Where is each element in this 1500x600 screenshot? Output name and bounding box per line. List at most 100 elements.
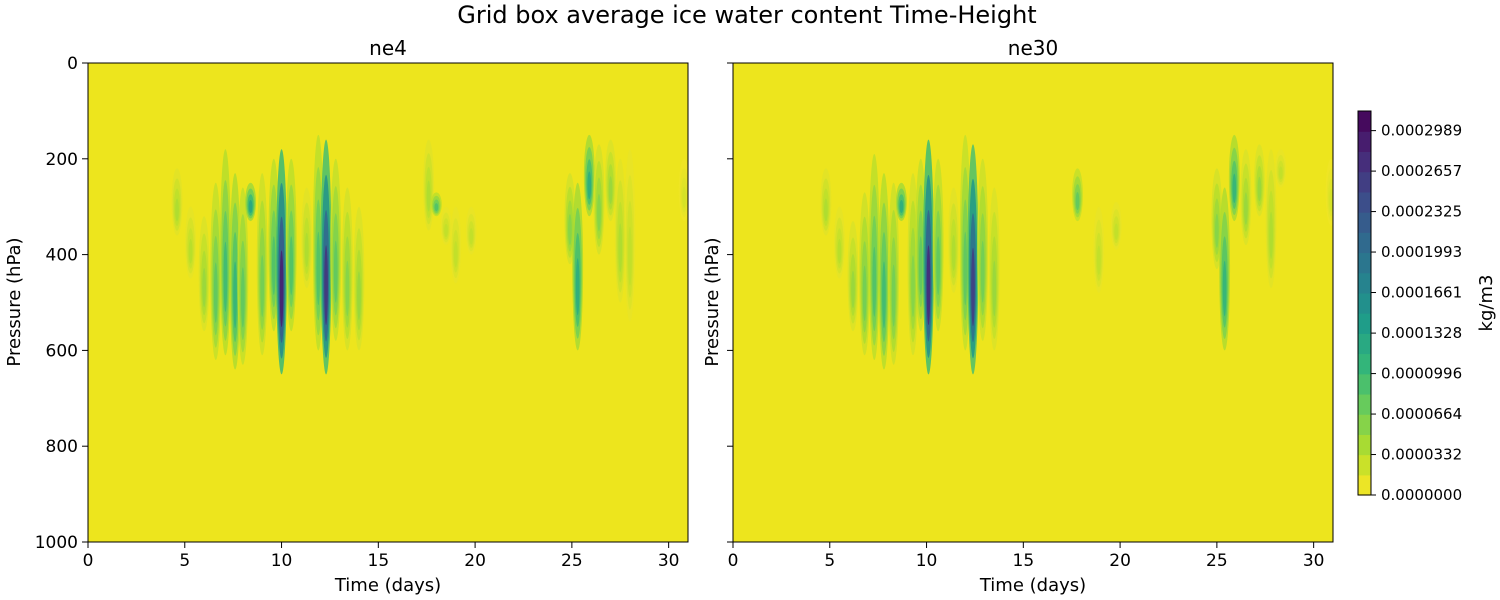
y-axis-ticks-ne4: 0 200 400 600 800 1000 [35,54,88,553]
heatmap-cell-ne4-17-3 [357,271,361,321]
colorbar-tick-label: 0.0001993 [1381,243,1462,261]
heatmap-cell-ne30-22-3 [1232,173,1237,203]
colorbar-tick-label: 0.0000664 [1381,405,1462,423]
heatmap-cell-ne4-23-3 [568,214,572,246]
heatmap-cell-ne30-20-3 [1215,213,1219,248]
colorbar-band [1358,232,1371,254]
chart-title: Grid box average ice water content Time-… [457,1,1036,29]
colorbar-band [1358,252,1371,274]
heatmap-cell-ne4-10-3 [279,250,284,328]
heatmap-cell-ne4-21-3 [453,241,458,268]
y-tick-label: 800 [46,437,78,457]
heatmap-cell-ne30-23-3 [1244,192,1248,225]
colorbar-label: kg/m3 [1476,275,1497,332]
colorbar-band [1358,313,1371,334]
colorbar-band [1358,373,1371,395]
colorbar-band [1358,353,1371,375]
x-tick-label: 20 [464,551,486,571]
heatmap-cell-ne4-12-3 [304,232,309,268]
heatmap-cell-ne4-5-3 [233,261,237,329]
x-tick-label: 25 [561,551,583,571]
x-tick-label: 15 [368,551,390,571]
colorbar-band [1358,212,1371,233]
colorbar-band [1358,414,1371,435]
y-axis-label-ne30: Pressure (hPa) [702,237,723,366]
heatmap-cell-ne30-16-3 [992,260,997,317]
plot-area-ne4 [88,63,688,542]
heatmap-cell-ne30-13-3 [963,231,968,306]
heatmap-cell-ne4-0-3 [175,198,179,222]
heatmap-cell-ne30-11-3 [936,236,941,296]
x-tick-label: 30 [1303,551,1325,571]
heatmap-cell-ne4-11-3 [289,236,294,296]
heatmap-cell-ne4-14-3 [324,245,328,326]
heatmap-cell-ne4-28-3 [618,223,623,273]
colorbar-tick-label: 0.0001661 [1381,284,1462,302]
heatmap-cell-ne4-30-3 [682,186,686,208]
heatmap-cell-ne30-15-3 [980,240,985,303]
colorbar-band [1358,191,1371,213]
heatmap-cell-ne30-6-3 [891,264,896,327]
heatmap-cell-ne30-21-3 [1222,260,1227,317]
heatmap-cell-ne30-9-3 [918,236,923,296]
heatmap-cell-ne4-25-3 [587,171,592,200]
heatmap-cell-ne30-18-3 [1096,245,1101,275]
heatmap-cell-ne4-9-3 [271,236,276,296]
colorbar-band [1358,393,1371,415]
heatmap-cell-ne4-18-3 [426,180,431,212]
heatmap-cell-ne4-24-3 [575,258,580,316]
x-tick-label: 0 [728,551,739,571]
heatmap-cell-ne4-8-3 [260,255,265,317]
panel-ne30: ne30 0 5 10 15 20 25 30 Time (days) Pressure (… [702,36,1334,596]
colorbar-band [1358,111,1371,132]
colorbar-band [1358,131,1371,153]
heatmap-cell-ne30-26-3 [1278,166,1283,180]
heatmap-cell-ne4-13-3 [316,231,321,306]
heatmap-cell-ne30-3-3 [862,265,867,321]
heatmap-cell-ne30-14-3 [971,247,975,327]
colorbar-band [1358,171,1371,193]
heatmap-cell-ne4-6-3 [240,267,245,328]
colorbar-band [1358,474,1371,496]
colorbar-band [1358,454,1371,476]
panel-ne4: ne4 0 5 10 15 20 25 30 0 200 400 600 800 1000 Time … [4,36,689,596]
heatmap-cell-ne4-22-3 [469,228,474,245]
heatmap-cell-ne4-29-3 [628,226,632,286]
heatmap-cell-ne30-27-3 [1329,188,1333,212]
heatmap-cell-ne30-24-3 [1257,176,1262,202]
colorbar-tick-label: 0.0002989 [1381,122,1462,140]
y-tick-label: 0 [67,54,78,74]
heatmap-cell-ne4-4-3 [223,241,228,312]
y-tick-label: 1000 [35,533,78,553]
colorbar-tick-label: 0.0002657 [1381,162,1462,180]
y-tick-label: 400 [46,246,78,266]
heatmap-cell-ne4-27-3 [608,176,613,204]
x-axis-label-ne4: Time (days) [334,575,441,596]
heatmap-cell-ne4-7-3 [248,199,253,214]
colorbar-tick-label: 0.0000332 [1381,446,1462,464]
x-axis-label-ne30: Time (days) [979,575,1086,596]
heatmap-cell-ne4-2-3 [202,268,206,308]
heatmap-cell-ne30-2-3 [851,270,855,309]
colorbar-tick-label: 0.0000996 [1381,365,1462,383]
heatmap-cell-ne30-12-3 [951,234,956,271]
colorbar-frame [1357,110,1372,496]
heatmap-cell-ne30-7-3 [899,199,904,214]
heatmap-cell-ne30-4-3 [872,246,877,317]
y-axis-ticks-ne30 [727,62,733,543]
panel-title-ne4: ne4 [369,36,407,60]
x-tick-label: 20 [1109,551,1131,571]
colorbar: 0.0000000 0.0000332 0.0000664 0.0000996 0.00… [1357,110,1497,504]
colorbar-tick-label: 0.0000000 [1381,486,1462,504]
colorbar-band [1358,292,1371,314]
panel-title-ne30: ne30 [1008,36,1058,60]
x-tick-label: 10 [271,551,293,571]
heatmap-cell-ne30-0-3 [824,198,828,222]
heatmap-cell-ne4-16-3 [345,260,350,317]
heatmap-cell-ne30-17-3 [1075,192,1080,211]
heatmap-cell-ne4-15-3 [333,240,338,303]
x-tick-label: 5 [824,551,835,571]
x-tick-label: 25 [1206,551,1228,571]
